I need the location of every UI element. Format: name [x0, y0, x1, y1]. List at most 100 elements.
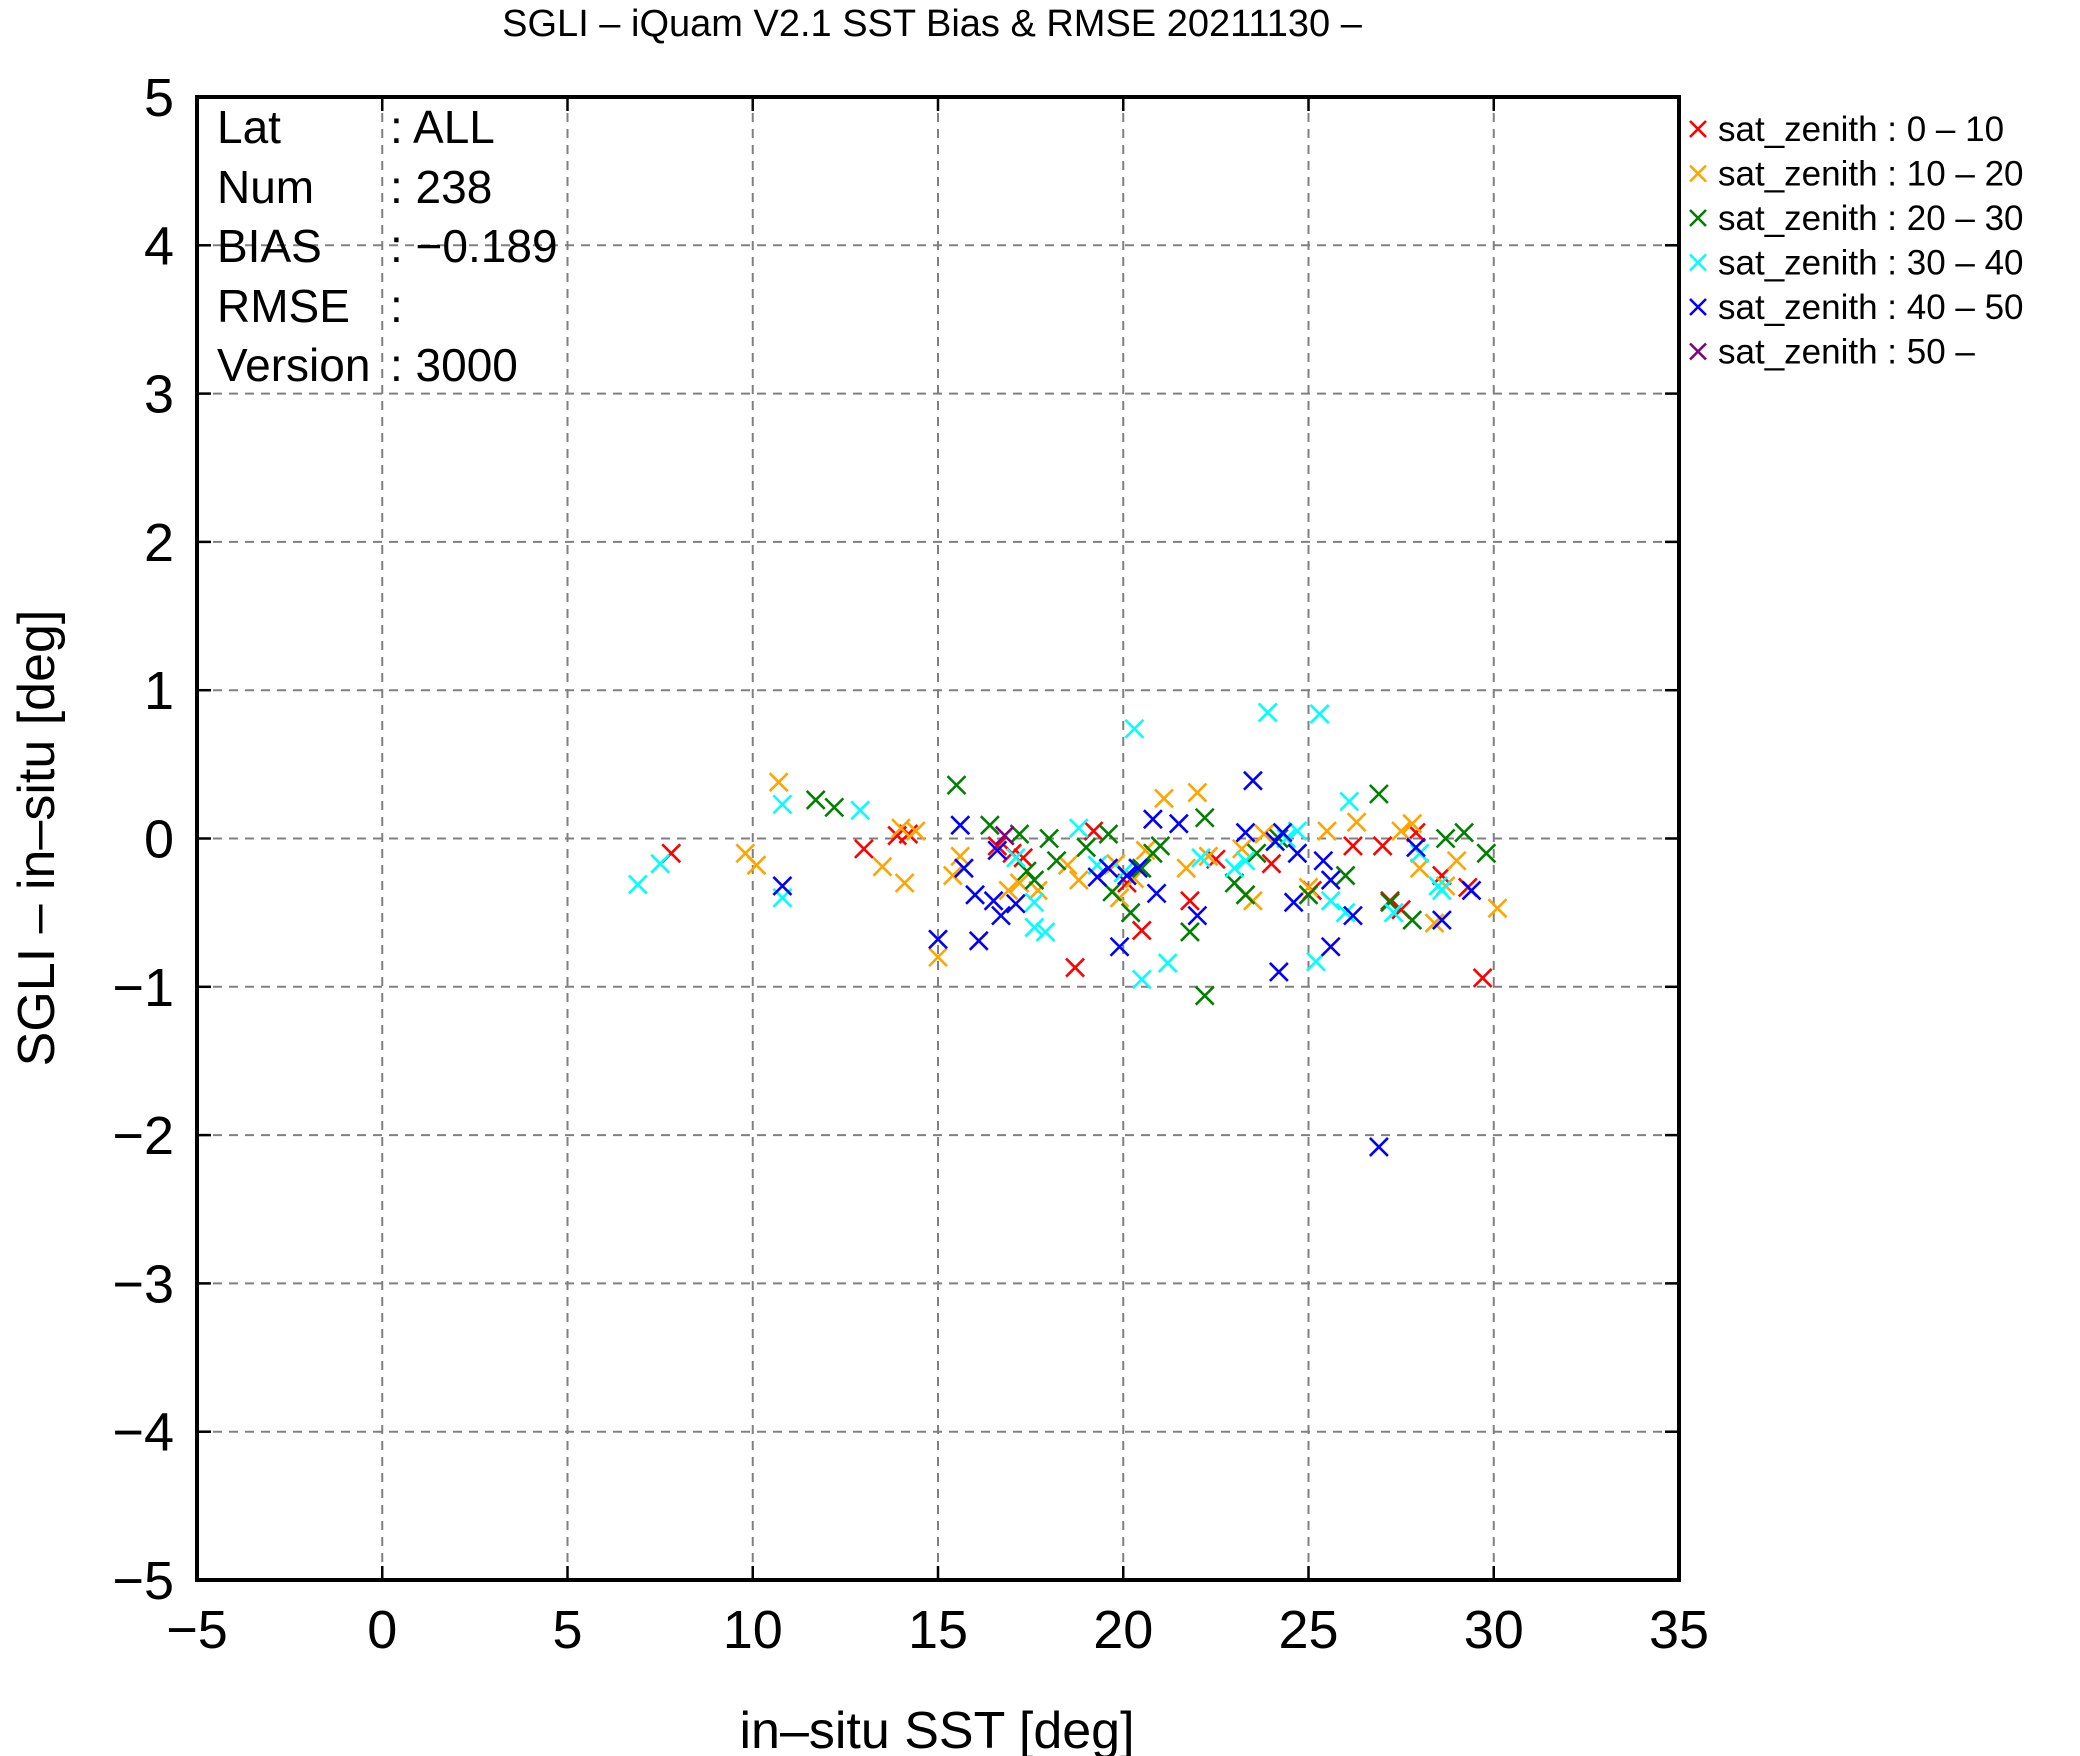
data-point	[1131, 858, 1152, 879]
data-point	[1176, 858, 1197, 879]
data-point	[853, 838, 874, 859]
chart-title: SGLI – iQuam V2.1 SST Bias & RMSE 202111…	[502, 3, 1363, 45]
axis-ticks	[195, 95, 1681, 1582]
data-point	[1298, 884, 1319, 905]
data-point	[1131, 969, 1152, 990]
data-point	[983, 890, 1004, 911]
data-point	[1068, 818, 1089, 839]
data-point	[994, 825, 1015, 846]
data-point	[746, 855, 767, 876]
data-point	[998, 880, 1019, 901]
data-point	[1146, 883, 1167, 904]
data-point	[1057, 855, 1078, 876]
data-point	[1261, 853, 1282, 874]
data-point	[1320, 936, 1341, 957]
data-point	[1383, 902, 1404, 923]
data-point	[1461, 880, 1482, 901]
legend-label: sat_zenith : 20 – 30	[1718, 199, 2024, 238]
data-point	[805, 790, 826, 810]
stat-key-bias: BIAS	[217, 220, 322, 272]
data-point	[1268, 962, 1289, 982]
data-point	[1150, 835, 1171, 856]
data-point	[1391, 821, 1412, 842]
grid	[197, 97, 1679, 1580]
data-point	[1117, 865, 1137, 886]
stat-value-rmse: :	[390, 280, 403, 332]
data-point	[1180, 922, 1200, 942]
stat-value-num: : 238	[390, 161, 492, 213]
data-point	[1313, 850, 1334, 871]
stats-box: Lat : ALL Num : 238 BIAS : −0.189 RMSE :…	[217, 101, 558, 391]
data-point	[1194, 985, 1215, 1006]
legend-marker	[1689, 164, 1707, 183]
data-point	[627, 874, 648, 895]
x-tick-labels: −5 0 5 10 15 20 25 30 35	[166, 1600, 1709, 1660]
data-point	[1343, 835, 1363, 856]
data-point	[1380, 892, 1400, 913]
data-point	[1320, 870, 1341, 890]
data-point	[1320, 890, 1341, 911]
data-point	[950, 846, 971, 867]
data-point	[1343, 905, 1363, 926]
data-point	[946, 775, 967, 796]
data-point	[1346, 812, 1367, 833]
data-point	[1098, 824, 1119, 844]
data-point	[1435, 828, 1456, 849]
data-point	[1254, 824, 1274, 844]
data-point	[1372, 835, 1393, 856]
data-point	[987, 835, 1008, 856]
x-tick-label: 20	[1093, 1600, 1153, 1660]
data-point	[968, 930, 989, 951]
data-point	[1005, 847, 1026, 868]
y-tick-label: 4	[144, 216, 174, 276]
data-point	[954, 858, 974, 879]
legend-label: sat_zenith : 10 – 20	[1718, 155, 2024, 194]
x-tick-label: 0	[367, 1600, 397, 1660]
data-point	[1224, 858, 1245, 879]
x-tick-label: −5	[166, 1600, 228, 1660]
data-point	[1446, 850, 1467, 871]
legend-label: sat_zenith : 30 – 40	[1718, 244, 2024, 283]
data-point	[1409, 843, 1430, 864]
data-point	[1131, 920, 1152, 941]
data-point	[1142, 809, 1163, 830]
data-point	[928, 947, 948, 968]
data-point	[1368, 784, 1389, 804]
data-point	[772, 794, 793, 815]
x-tick-label: 35	[1649, 1600, 1709, 1660]
data-point	[1246, 843, 1267, 864]
x-axis-label: in–situ SST [deg]	[739, 1702, 1134, 1756]
data-point	[1431, 910, 1452, 930]
legend-marker	[1689, 209, 1707, 227]
x-tick-label: 25	[1278, 1600, 1338, 1660]
data-point	[928, 929, 948, 950]
data-point	[1024, 892, 1045, 913]
y-tick-label: −1	[112, 958, 174, 1018]
data-point	[772, 876, 793, 896]
stat-key-rmse: RMSE	[217, 280, 350, 332]
x-tick-label: 15	[908, 1600, 968, 1660]
stat-value-version: : 3000	[390, 339, 518, 391]
data-point	[1276, 828, 1297, 849]
stat-value-lat: : ALL	[390, 101, 495, 153]
data-point	[1187, 905, 1208, 926]
data-point	[1317, 821, 1337, 842]
y-tick-label: −3	[112, 1254, 174, 1314]
data-point	[1157, 953, 1178, 973]
data-point	[1168, 813, 1189, 834]
data-point	[979, 815, 1000, 836]
data-point	[1309, 704, 1330, 724]
data-points	[627, 702, 1508, 1157]
data-point	[1487, 898, 1508, 919]
data-point	[1013, 847, 1034, 868]
data-point	[1431, 880, 1452, 901]
y-tick-label: 2	[144, 513, 174, 573]
data-point	[1283, 892, 1304, 913]
stat-key-num: Num	[217, 161, 314, 213]
data-point	[1243, 770, 1263, 791]
data-point	[1257, 702, 1278, 723]
data-point	[1024, 870, 1045, 890]
data-point	[1472, 967, 1493, 988]
data-point	[768, 772, 789, 793]
